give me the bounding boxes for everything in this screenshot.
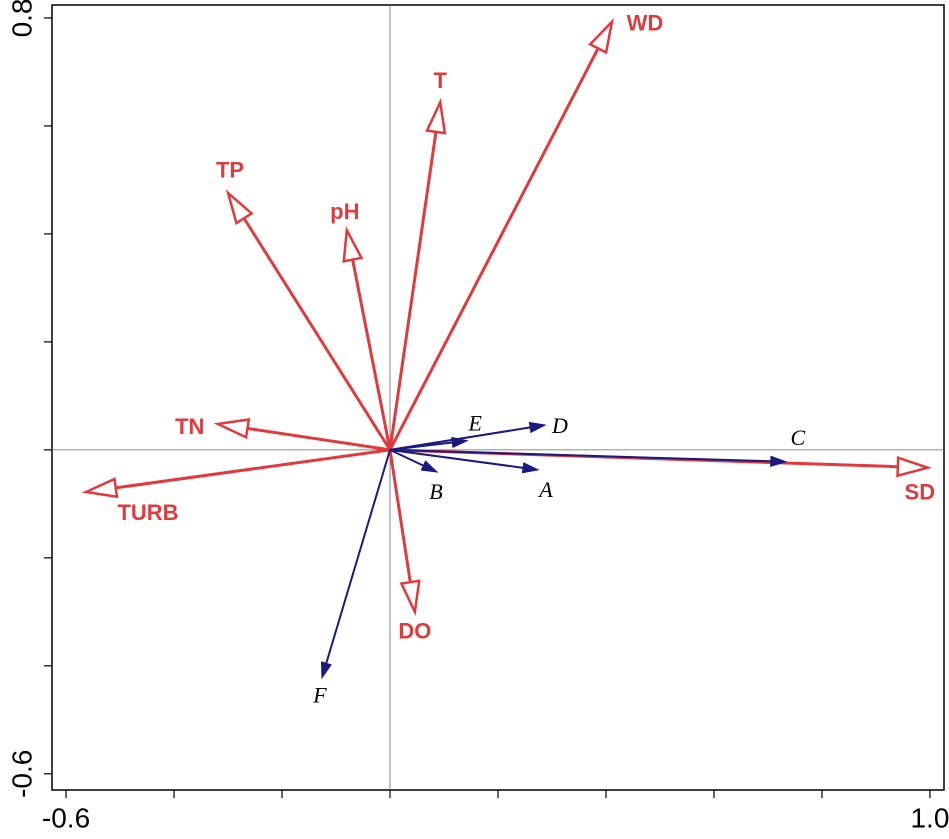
environment-label: TP (216, 158, 244, 183)
arrow-head (420, 460, 439, 473)
species-label: E (467, 411, 482, 436)
species-label: D (551, 413, 568, 438)
environment-arrow (388, 131, 438, 451)
x-tick-label: 1.0 (910, 802, 949, 833)
environment-label: TURB (117, 500, 178, 525)
species-arrow (389, 448, 771, 463)
environment-label: WD (627, 11, 664, 36)
species-arrow (389, 441, 453, 451)
x-tick-label: -0.6 (42, 802, 90, 833)
environment-arrow (351, 259, 392, 451)
environment-arrow (388, 449, 412, 583)
environment-label: pH (330, 199, 359, 224)
plot-frame (51, 4, 945, 791)
environment-arrow (247, 426, 391, 452)
arrow-head (588, 17, 614, 55)
species-label: F (312, 683, 327, 708)
environment-arrow (388, 47, 600, 451)
environment-arrow (242, 217, 392, 451)
species-arrow (389, 448, 524, 469)
species-arrow (325, 449, 391, 664)
environment-arrow (115, 448, 391, 490)
y-tick-label: -0.6 (6, 750, 37, 798)
environment-label: TN (175, 414, 204, 439)
arrow-head (425, 97, 447, 135)
species-arrow (389, 448, 424, 467)
arrow-head (770, 455, 788, 467)
environment-label: SD (905, 479, 936, 504)
arrow-head (81, 477, 119, 499)
species-label: C (790, 425, 805, 450)
arrow-head (528, 421, 547, 434)
arrow-head (399, 579, 421, 617)
arrow-head (213, 418, 251, 440)
arrow-head (320, 661, 332, 680)
arrow-head (342, 225, 364, 263)
arrow-head (225, 189, 254, 226)
environment-label: T (433, 68, 447, 93)
species-label: A (537, 477, 553, 502)
y-tick-label: 0.8 (6, 0, 37, 37)
species-label: B (429, 479, 442, 504)
arrow-head (896, 455, 933, 478)
arrow-head (451, 436, 469, 449)
arrow-head (521, 462, 540, 474)
environment-label: DO (398, 619, 431, 644)
